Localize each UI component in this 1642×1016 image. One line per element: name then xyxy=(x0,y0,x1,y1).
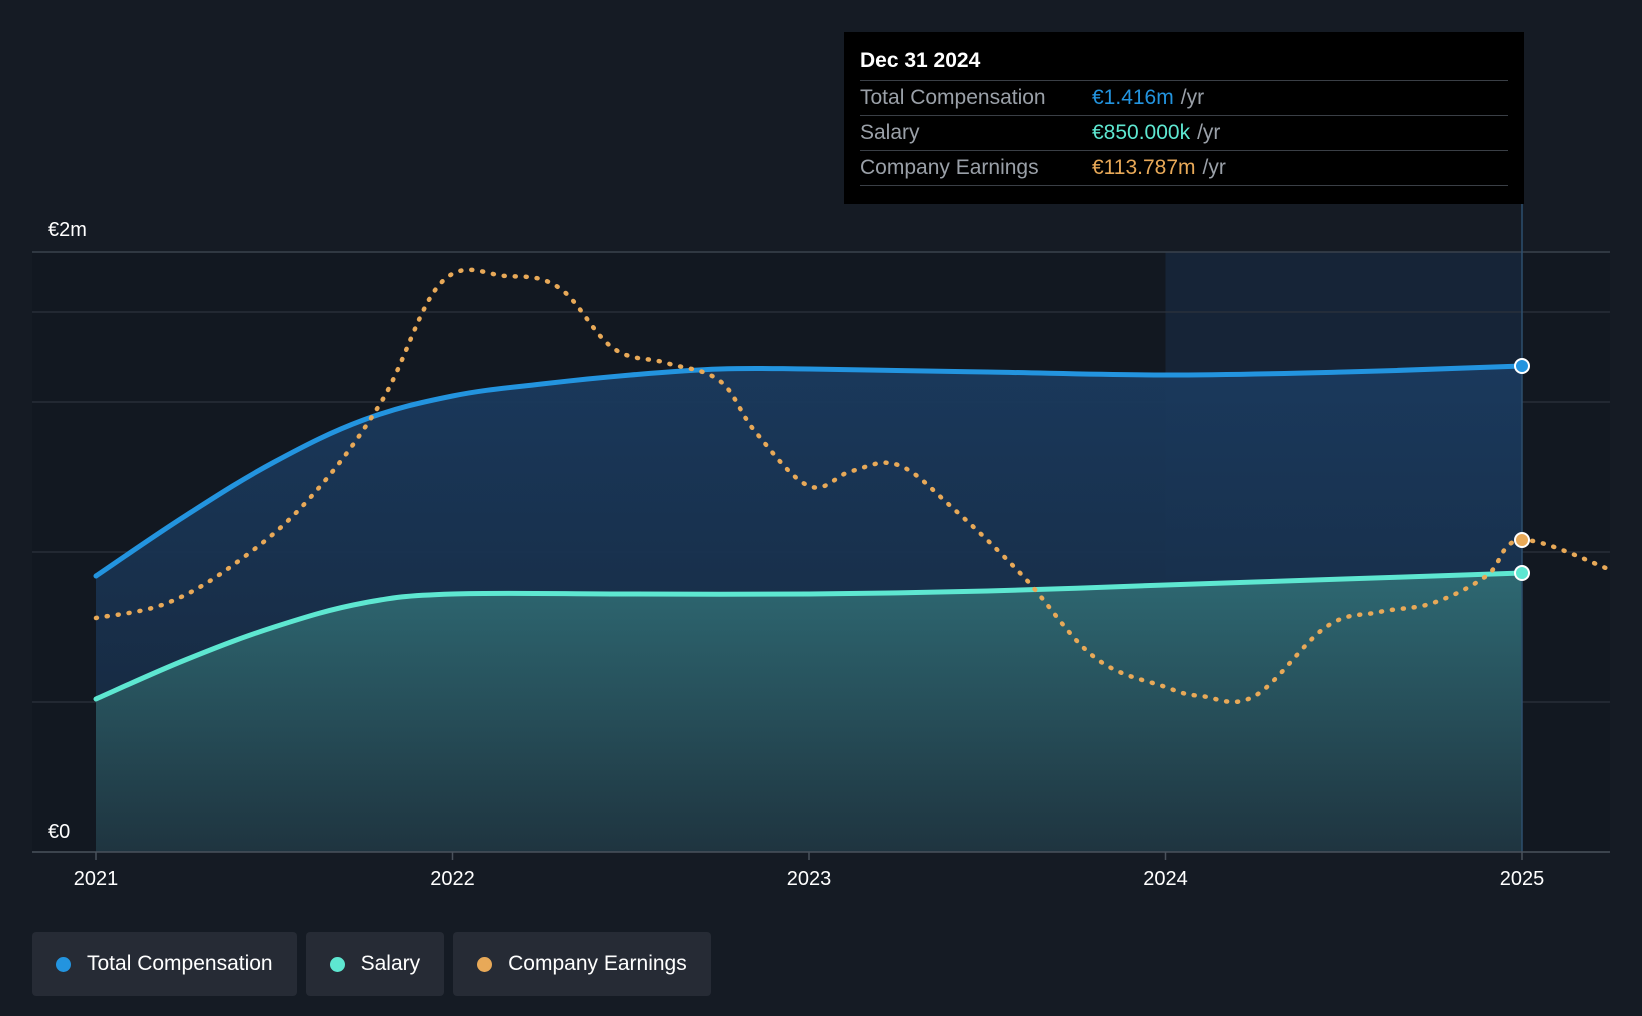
tooltip-unit: /yr xyxy=(1202,156,1226,179)
tooltip: Dec 31 2024 Total Compensation €1.416m /… xyxy=(844,32,1524,204)
x-tick-label: 2023 xyxy=(787,868,832,890)
salary-line xyxy=(93,570,1525,702)
legend-label: Salary xyxy=(360,952,421,975)
tooltip-unit: /yr xyxy=(1197,121,1221,144)
x-tick-label: 2024 xyxy=(1143,868,1188,890)
tooltip-label: Total Compensation xyxy=(860,86,1046,109)
legend-item-company-earnings[interactable]: Company Earnings xyxy=(453,932,711,996)
company-earnings-line xyxy=(93,267,1614,705)
legend-label: Company Earnings xyxy=(508,952,687,975)
legend-dot-icon xyxy=(477,956,493,972)
y-tick-label-min: €0 xyxy=(48,821,70,843)
tooltip-value: €850.000k xyxy=(1092,121,1191,144)
x-tick-label: 2021 xyxy=(74,868,119,890)
tooltip-row-company-earnings: Company Earnings €113.787m /yr xyxy=(860,150,1508,186)
salary-area xyxy=(96,573,1522,852)
tooltip-row-salary: Salary €850.000k /yr xyxy=(860,115,1508,150)
tooltip-unit: /yr xyxy=(1180,86,1205,109)
legend-item-salary[interactable]: Salary xyxy=(305,932,445,996)
total-compensation-marker xyxy=(1514,358,1530,374)
tooltip-label: Salary xyxy=(860,121,920,144)
tooltip-label: Company Earnings xyxy=(860,156,1039,179)
legend-item-total-compensation[interactable]: Total Compensation xyxy=(32,932,297,996)
legend: Total Compensation Salary Company Earnin… xyxy=(32,932,711,996)
y-tick-label-max: €2m xyxy=(48,219,87,241)
tooltip-row-total-compensation: Total Compensation €1.416m /yr xyxy=(860,80,1508,115)
legend-label: Total Compensation xyxy=(87,952,273,975)
tooltip-value: €1.416m xyxy=(1092,86,1174,109)
x-tick-label: 2025 xyxy=(1500,868,1545,890)
legend-dot-icon xyxy=(56,956,71,972)
tooltip-date: Dec 31 2024 xyxy=(860,49,981,72)
legend-dot-icon xyxy=(329,956,345,972)
company-earnings-marker xyxy=(1514,532,1530,548)
salary-marker xyxy=(1514,565,1530,581)
x-tick-label: 2022 xyxy=(430,868,475,890)
tooltip-value: €113.787m xyxy=(1092,156,1196,179)
total-compensation-line xyxy=(93,363,1525,579)
